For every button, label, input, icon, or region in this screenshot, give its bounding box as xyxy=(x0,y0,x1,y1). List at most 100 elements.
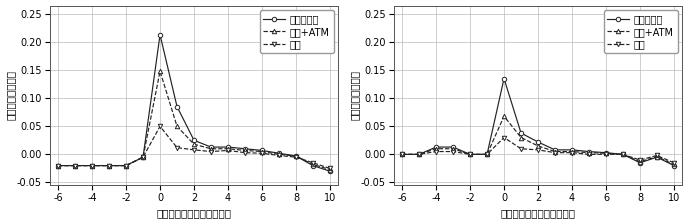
全ての支出 xyxy=(224,146,232,149)
消費+ATM xyxy=(619,153,627,156)
消費 xyxy=(292,156,300,159)
消費 xyxy=(88,164,96,167)
全ての支出 xyxy=(326,170,334,172)
Line: 消費: 消費 xyxy=(400,135,676,165)
全ての支出 xyxy=(534,141,542,143)
消費+ATM xyxy=(602,152,610,155)
消費+ATM xyxy=(326,168,334,171)
消費 xyxy=(105,164,114,167)
消費 xyxy=(415,153,423,156)
消費+ATM xyxy=(653,155,661,158)
消費 xyxy=(585,153,593,156)
全ての支出 xyxy=(602,151,610,154)
全ての支出 xyxy=(653,156,661,159)
消費+ATM xyxy=(156,70,164,73)
全ての支出 xyxy=(71,164,79,167)
消費 xyxy=(207,150,215,153)
消費 xyxy=(190,149,198,151)
消費 xyxy=(398,153,406,156)
消費+ATM xyxy=(122,164,130,167)
全ての支出 xyxy=(415,153,423,156)
消費 xyxy=(551,151,559,154)
消費 xyxy=(156,125,164,128)
消費 xyxy=(258,152,266,155)
全ての支出 xyxy=(207,146,215,149)
Line: 全ての支出: 全ての支出 xyxy=(400,76,676,168)
消費+ATM xyxy=(449,147,458,150)
消費+ATM xyxy=(54,164,62,167)
消費+ATM xyxy=(466,153,474,156)
消費+ATM xyxy=(568,150,576,153)
全ての支出 xyxy=(670,164,678,167)
全ての支出 xyxy=(105,164,114,167)
X-axis label: 給付を受けた週からの週数: 給付を受けた週からの週数 xyxy=(500,209,576,218)
消費+ATM xyxy=(105,164,114,167)
Y-axis label: 給付金への反応度: 給付金への反応度 xyxy=(6,70,16,121)
消費+ATM xyxy=(173,125,181,128)
消費+ATM xyxy=(71,164,79,167)
消費+ATM xyxy=(275,153,283,156)
消費 xyxy=(326,167,334,170)
全ての支出 xyxy=(568,149,576,151)
消費 xyxy=(309,162,317,164)
消費 xyxy=(139,156,147,159)
消費+ATM xyxy=(517,136,525,139)
消費 xyxy=(619,153,627,156)
消費 xyxy=(54,164,62,167)
全ての支出 xyxy=(432,146,440,149)
消費+ATM xyxy=(241,149,249,152)
消費+ATM xyxy=(398,153,406,156)
全ての支出 xyxy=(88,164,96,167)
全ての支出 xyxy=(309,164,317,167)
消費+ATM xyxy=(224,147,232,150)
全ての支出 xyxy=(483,153,491,156)
Line: 消費: 消費 xyxy=(56,124,332,171)
全ての支出 xyxy=(449,146,458,149)
全ての支出 xyxy=(173,105,181,108)
消費+ATM xyxy=(139,156,147,159)
消費 xyxy=(449,150,458,153)
全ての支出 xyxy=(139,156,147,159)
全ての支出 xyxy=(190,139,198,142)
全ての支出 xyxy=(275,152,283,155)
全ての支出 xyxy=(619,153,627,156)
消費+ATM xyxy=(415,153,423,156)
消費 xyxy=(568,151,576,154)
消費+ATM xyxy=(500,115,508,118)
消費 xyxy=(275,154,283,157)
消費 xyxy=(71,164,79,167)
全ての支出 xyxy=(258,149,266,152)
全ての支出 xyxy=(500,77,508,80)
消費+ATM xyxy=(534,145,542,147)
消費+ATM xyxy=(88,164,96,167)
全ての支出 xyxy=(156,33,164,36)
消費 xyxy=(173,146,181,149)
全ての支出 xyxy=(398,153,406,156)
消費 xyxy=(224,149,232,152)
消費+ATM xyxy=(309,163,317,166)
全ての支出 xyxy=(585,150,593,153)
消費+ATM xyxy=(258,150,266,153)
消費 xyxy=(483,153,491,156)
消費+ATM xyxy=(292,155,300,157)
消費 xyxy=(500,136,508,139)
Legend: 全ての支出, 消費+ATM, 消費: 全ての支出, 消費+ATM, 消費 xyxy=(603,11,678,53)
消費+ATM xyxy=(207,147,215,150)
Line: 全ての支出: 全ての支出 xyxy=(56,32,332,173)
消費+ATM xyxy=(636,160,644,163)
Y-axis label: 給付金への反応度: 給付金への反応度 xyxy=(350,70,360,121)
全ての支出 xyxy=(551,149,559,151)
消費 xyxy=(241,151,249,154)
消費+ATM xyxy=(670,163,678,166)
消費 xyxy=(432,150,440,153)
消費 xyxy=(653,154,661,157)
消費 xyxy=(466,153,474,156)
全ての支出 xyxy=(636,162,644,164)
全ての支出 xyxy=(54,164,62,167)
Legend: 全ての支出, 消費+ATM, 消費: 全ての支出, 消費+ATM, 消費 xyxy=(259,11,334,53)
Line: 消費+ATM: 消費+ATM xyxy=(400,114,676,167)
消費 xyxy=(122,164,130,167)
Line: 消費+ATM: 消費+ATM xyxy=(56,69,332,172)
消費 xyxy=(670,162,678,164)
消費 xyxy=(517,147,525,150)
